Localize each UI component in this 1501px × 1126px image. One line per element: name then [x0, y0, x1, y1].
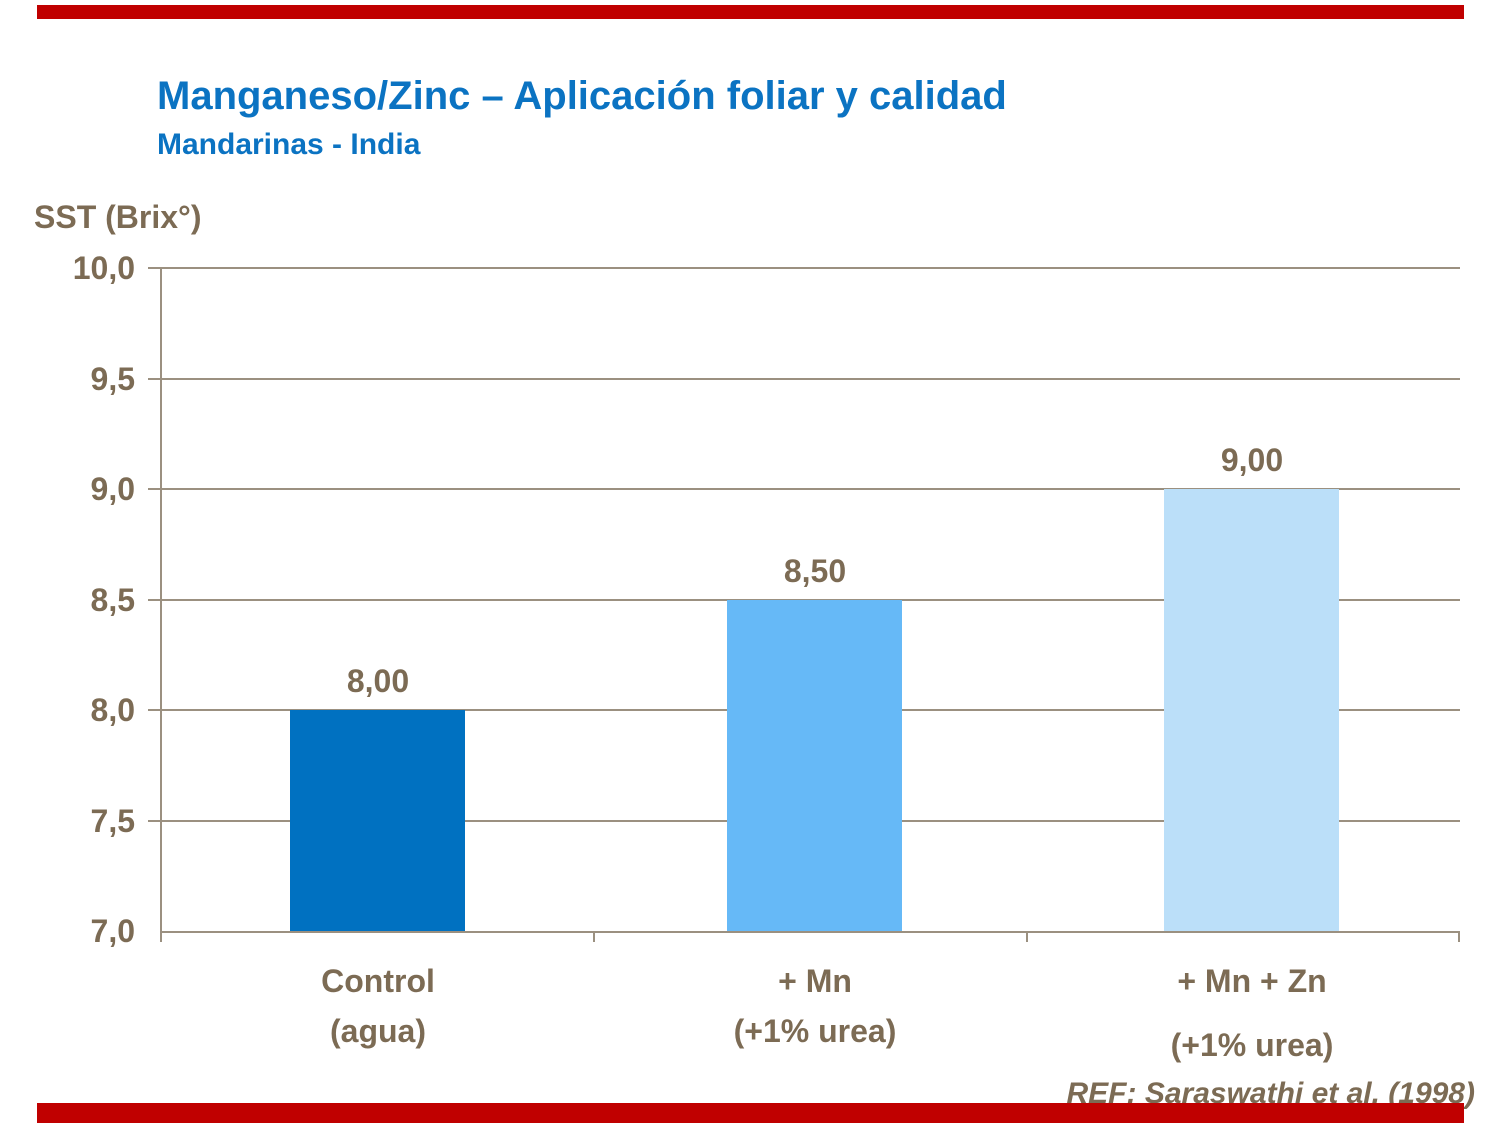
bar-mn-zn — [1164, 489, 1339, 931]
category-line1: Control — [321, 963, 435, 999]
category-label-mn-zn: + Mn + Zn (+1% urea) — [1032, 963, 1472, 1063]
x-axis-tick — [1026, 931, 1028, 942]
value-label-mn: 8,50 — [783, 552, 847, 589]
bottom-accent-bar — [37, 1103, 1464, 1123]
category-label-control: Control (agua) — [158, 963, 598, 1049]
value-label-control: 8,00 — [346, 663, 410, 699]
category-line1: + Mn + Zn — [1177, 963, 1327, 999]
x-axis-line — [160, 931, 1460, 933]
gridline — [148, 488, 1460, 490]
y-tick-label: 8,5 — [90, 581, 135, 618]
y-tick-label: 7,5 — [90, 802, 135, 839]
y-axis-line — [160, 268, 162, 941]
category-label-mn: + Mn (+1% urea) — [595, 963, 1035, 1049]
gridline — [148, 377, 1460, 380]
bar-control — [290, 710, 465, 931]
y-tick-label: 8,0 — [90, 692, 135, 728]
x-axis-tick — [1458, 931, 1460, 942]
chart-title: Manganeso/Zinc – Aplicación foliar y cal… — [157, 74, 1007, 118]
category-line2: (+1% urea) — [1170, 1027, 1334, 1063]
chart-subtitle: Mandarinas - India — [157, 128, 421, 161]
y-axis-title: SST (Brix°) — [34, 199, 202, 235]
x-axis-tick — [160, 931, 162, 942]
category-line2: (agua) — [330, 1013, 426, 1049]
y-tick-label: 9,0 — [90, 471, 135, 507]
y-tick-label: 10,0 — [72, 250, 135, 286]
value-label-mn-zn: 9,00 — [1220, 442, 1284, 478]
bar-mn — [727, 599, 902, 931]
category-line1: + Mn — [778, 963, 852, 999]
y-tick-label: 7,0 — [90, 913, 135, 949]
y-tick-label: 9,5 — [90, 360, 135, 397]
top-accent-bar — [37, 5, 1464, 19]
category-line2: (+1% urea) — [733, 1013, 897, 1049]
gridline — [148, 267, 1460, 269]
x-axis-tick — [593, 931, 595, 942]
